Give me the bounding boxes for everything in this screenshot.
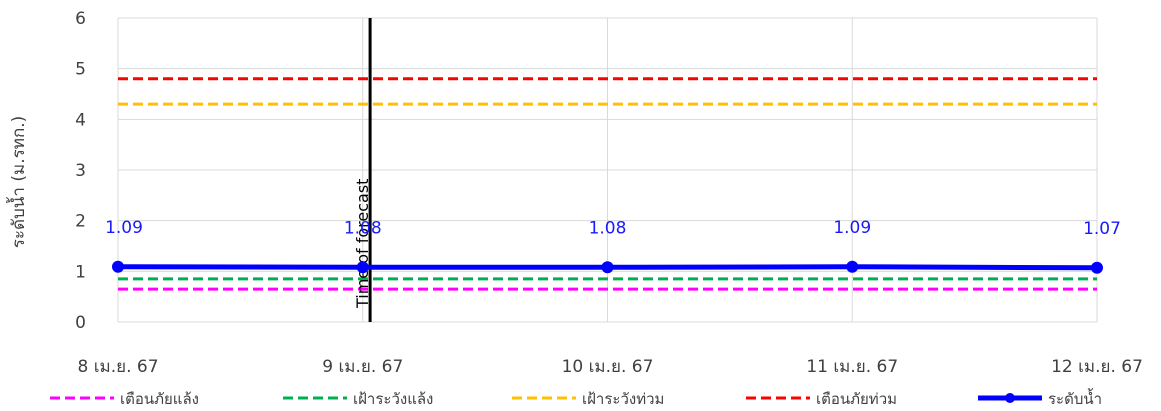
legend-item: เฝ้าระวังท่วม <box>512 390 664 408</box>
data-label: 1.08 <box>344 218 382 238</box>
legend-label: เฝ้าระวังท่วม <box>582 390 664 408</box>
x-tick-label: 11 เม.ย. 67 <box>806 357 898 377</box>
data-label: 1.09 <box>833 218 871 238</box>
y-tick-label: 1 <box>75 262 86 282</box>
data-labels: 1.09 1.08 1.08 1.09 1.07 <box>105 218 1121 239</box>
forecast-marker: Time of forecast <box>353 18 372 322</box>
x-tick-label: 10 เม.ย. 67 <box>562 357 654 377</box>
x-tick-label: 9 เม.ย. 67 <box>322 357 403 377</box>
data-label: 1.09 <box>105 218 143 238</box>
y-tick-label: 0 <box>75 313 86 333</box>
y-tick-label: 5 <box>75 60 86 80</box>
legend-label: เตือนภัยท่วม <box>816 390 897 408</box>
legend-item: เตือนภัยแล้ง <box>50 390 199 408</box>
series-layer <box>112 260 1103 274</box>
data-label: 1.08 <box>589 218 627 238</box>
y-tick-label: 4 <box>75 110 86 130</box>
y-axis-label: ระดับน้ำ (ม.รทก.) <box>6 116 29 249</box>
x-tick-label: 8 เม.ย. 67 <box>77 357 158 377</box>
data-point <box>112 260 124 273</box>
legend-item: ระดับน้ำ <box>978 388 1102 408</box>
data-point <box>1091 261 1103 274</box>
data-label: 1.07 <box>1083 219 1121 239</box>
y-tick-label: 2 <box>75 212 86 232</box>
legend-marker <box>1005 393 1015 403</box>
reference-lines <box>118 77 1097 291</box>
legend-item: เตือนภัยท่วม <box>746 390 897 408</box>
y-tick-label: 3 <box>75 161 86 181</box>
x-tick-label: 12 เม.ย. 67 <box>1051 357 1143 377</box>
forecast-label: Time of forecast <box>353 179 372 309</box>
data-point <box>846 260 859 273</box>
x-axis-ticks: 8 เม.ย. 67 9 เม.ย. 67 10 เม.ย. 67 11 เม.ย. … <box>77 357 1142 377</box>
legend-label: เตือนภัยแล้ง <box>120 390 199 408</box>
y-tick-label: 6 <box>75 9 86 29</box>
legend-label: ระดับน้ำ <box>1048 388 1102 408</box>
legend-label: เฝ้าระวังแล้ง <box>353 390 433 408</box>
grid <box>117 17 1098 323</box>
data-point <box>601 261 614 274</box>
legend-item: เฝ้าระวังแล้ง <box>283 390 433 408</box>
y-axis-ticks: 0 1 2 3 4 5 6 <box>75 9 86 333</box>
data-point <box>356 261 369 274</box>
legend: เตือนภัยแล้ง เฝ้าระวังแล้ง เฝ้าระวังท่วม เต… <box>50 388 1102 408</box>
